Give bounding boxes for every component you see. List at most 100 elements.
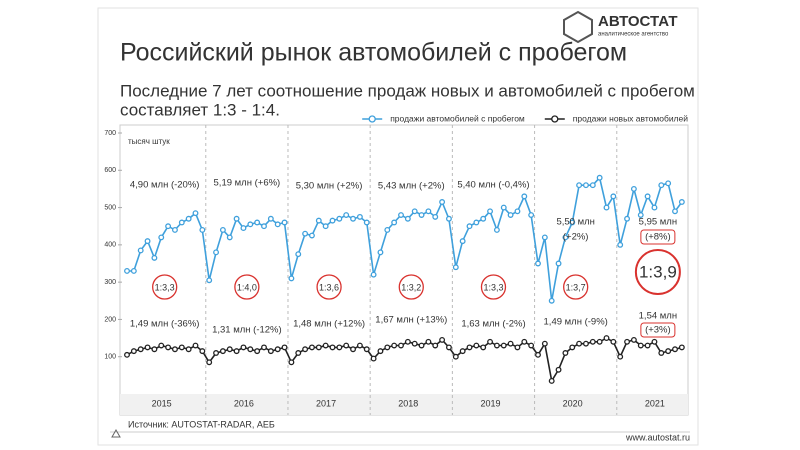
point	[336, 344, 343, 351]
point	[446, 344, 452, 351]
point	[247, 346, 254, 353]
point	[178, 344, 185, 351]
point	[439, 336, 446, 343]
ratio-label: 1:3,2	[401, 282, 421, 292]
point	[206, 277, 213, 284]
point	[541, 234, 548, 241]
x-tick-label: 2021	[645, 398, 665, 408]
used-total: 5,19 млн (+6%)	[214, 178, 281, 189]
series-line	[127, 176, 683, 301]
point	[213, 350, 219, 356]
year-band	[120, 394, 688, 415]
ratio-label: 1:4,0	[237, 282, 257, 292]
point	[432, 213, 439, 220]
point	[617, 241, 624, 248]
used-total: 5,40 млн (-0,4%)	[457, 180, 529, 191]
point	[171, 226, 178, 233]
legend-label: продажи автомобилей с пробегом	[390, 113, 525, 123]
ratio-circle	[316, 274, 342, 300]
point	[589, 338, 596, 345]
point	[130, 348, 137, 355]
ratio-label: 1:3,6	[319, 282, 339, 292]
point	[528, 212, 535, 218]
x-tick-label: 2019	[480, 398, 500, 408]
point	[302, 230, 309, 237]
point	[213, 249, 219, 256]
point	[391, 342, 398, 349]
new-total: 1,63 млн (-2%)	[461, 319, 525, 330]
brand-tagline: аналитическое агентство	[598, 32, 669, 38]
point	[199, 226, 206, 233]
point	[630, 336, 637, 343]
point	[651, 338, 658, 345]
y-tick-label: 300	[104, 279, 116, 286]
point	[624, 338, 630, 345]
point	[521, 338, 528, 345]
logo-icon	[563, 10, 593, 44]
ratio-label: 1:3,9	[639, 262, 677, 281]
point	[233, 215, 240, 222]
point	[596, 174, 603, 181]
point	[651, 204, 658, 211]
point	[124, 351, 130, 358]
ratio-circle	[152, 274, 178, 300]
point	[281, 344, 288, 351]
point	[637, 342, 644, 349]
point	[261, 223, 267, 230]
point	[247, 221, 254, 228]
point	[603, 204, 610, 211]
brand-name: АВТОСТАТ	[598, 13, 677, 30]
point	[370, 271, 377, 278]
point	[452, 353, 459, 360]
subtitle-line: составляет 1:3 - 1:4.	[120, 100, 280, 119]
point	[425, 338, 432, 345]
point	[672, 346, 678, 353]
point	[254, 219, 261, 226]
point	[206, 359, 213, 366]
point	[487, 208, 493, 215]
point	[528, 342, 535, 349]
point	[514, 208, 521, 215]
point	[446, 215, 452, 222]
used-total: 5,50 млн	[556, 217, 594, 228]
point	[185, 346, 192, 353]
x-tick-label: 2020	[563, 398, 583, 408]
point	[226, 346, 233, 353]
used-total: 4,90 млн (-20%)	[130, 180, 200, 191]
point	[459, 238, 466, 245]
point	[336, 215, 343, 222]
ratio-circle	[234, 274, 260, 300]
point	[192, 210, 199, 217]
ratio-label: 1:3,3	[483, 282, 503, 292]
point	[288, 275, 295, 282]
point	[411, 340, 418, 347]
point	[274, 346, 281, 353]
point	[343, 212, 350, 218]
new-total: 1,31 млн (-12%)	[212, 325, 282, 336]
point	[158, 342, 165, 349]
point	[309, 232, 315, 239]
point	[151, 254, 158, 261]
point	[507, 212, 514, 218]
point	[151, 346, 158, 353]
point	[377, 348, 384, 355]
point	[137, 247, 144, 254]
y-tick-label: 700	[104, 130, 116, 137]
change-box	[640, 322, 676, 338]
footer-icon	[111, 428, 121, 438]
used-total: 5,95 млн	[639, 217, 677, 228]
point	[630, 185, 637, 192]
point	[281, 219, 288, 226]
point	[178, 219, 185, 226]
point	[137, 346, 144, 353]
point	[541, 340, 548, 347]
point	[576, 340, 583, 347]
point	[480, 215, 487, 222]
new-total: 1,49 млн (-36%)	[130, 319, 200, 330]
x-tick-label: 2016	[234, 398, 254, 408]
y-tick-label: 100	[104, 354, 116, 361]
point	[295, 350, 302, 356]
point	[322, 223, 329, 230]
legend-label: продажи новых автомобилей	[573, 113, 688, 123]
point	[391, 219, 398, 226]
